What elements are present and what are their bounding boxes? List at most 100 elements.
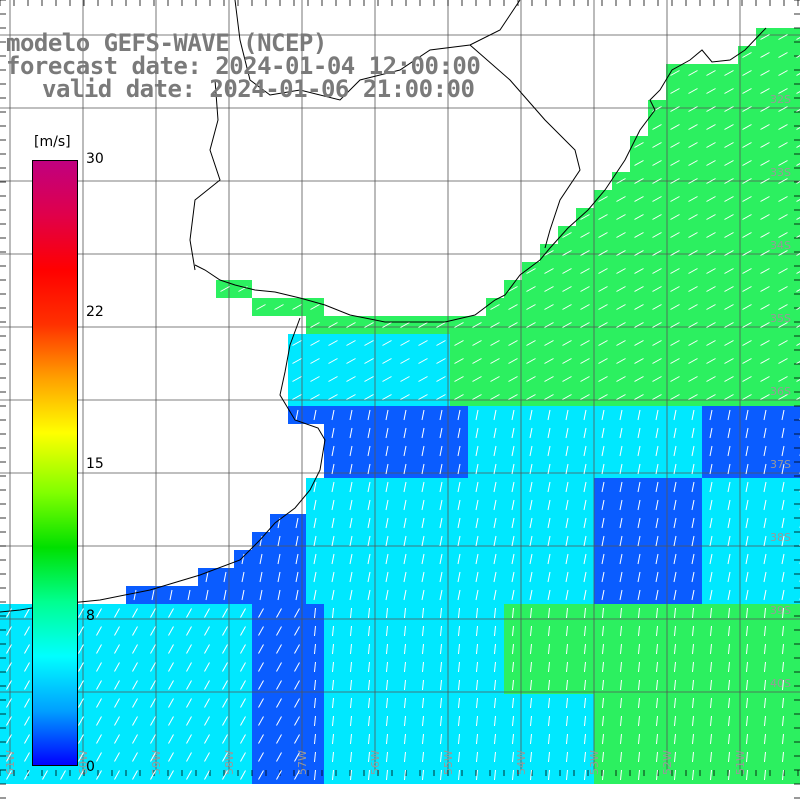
- wind-arrow: [565, 517, 569, 529]
- wind-arrow: [454, 340, 464, 346]
- wind-arrow: [276, 698, 282, 708]
- wind-arrow: [691, 535, 695, 547]
- wind-arrow: [778, 376, 788, 382]
- wind-arrow: [96, 644, 102, 654]
- wind-arrow: [530, 661, 532, 673]
- wind-arrow: [691, 499, 695, 511]
- wind-arrow: [728, 679, 730, 691]
- wind-arrow: [186, 770, 192, 780]
- wind-arrow: [745, 589, 749, 601]
- wind-arrow: [529, 427, 533, 439]
- wind-arrow: [760, 34, 770, 40]
- wind-arrow: [386, 751, 388, 763]
- wind-arrow: [616, 322, 626, 328]
- wind-arrow: [364, 322, 374, 328]
- wind-arrow: [331, 427, 335, 439]
- wind-arrow: [404, 679, 406, 691]
- wind-arrow: [764, 643, 766, 655]
- wind-arrow: [796, 72, 800, 76]
- wind-arrow: [688, 268, 698, 274]
- wind-speed-cell: [792, 730, 800, 748]
- wind-arrow: [778, 178, 788, 184]
- wind-arrow: [476, 643, 478, 655]
- wind-arrow: [493, 571, 497, 583]
- wind-arrow: [508, 322, 518, 328]
- wind-arrow: [706, 304, 716, 310]
- wind-arrow: [276, 626, 282, 636]
- wind-arrow: [778, 52, 788, 58]
- wind-arrow: [583, 553, 587, 565]
- wind-arrow: [6, 644, 12, 654]
- wind-arrow: [781, 553, 785, 565]
- wind-arrow: [422, 751, 424, 763]
- wind-arrow: [544, 286, 554, 292]
- wind-arrow: [742, 304, 752, 310]
- wind-arrow: [276, 734, 282, 744]
- wind-arrow: [706, 70, 716, 76]
- wind-arrow: [328, 376, 338, 382]
- wind-arrow: [760, 304, 770, 310]
- wind-arrow: [404, 625, 406, 637]
- wind-arrow: [367, 481, 371, 493]
- wind-arrow: [778, 340, 788, 346]
- wind-arrow: [400, 394, 410, 400]
- wind-arrow: [349, 553, 353, 565]
- wind-arrow: [616, 358, 626, 364]
- wind-arrow: [295, 553, 299, 565]
- wind-arrow: [511, 427, 515, 439]
- wind-arrow: [385, 571, 389, 583]
- wind-arrow: [511, 517, 515, 529]
- wind-arrow: [655, 535, 659, 547]
- wind-arrow: [512, 625, 514, 637]
- wind-arrow: [150, 770, 156, 780]
- wind-arrow: [168, 680, 174, 690]
- wind-arrow: [728, 625, 730, 637]
- wind-arrow: [706, 178, 716, 184]
- wind-arrow: [706, 394, 716, 400]
- wind-arrow: [204, 662, 210, 672]
- wind-arrow: [258, 770, 264, 780]
- wind-arrow: [222, 770, 228, 780]
- wind-arrow: [314, 607, 316, 619]
- wind-arrow: [313, 535, 317, 547]
- wind-arrow: [728, 661, 730, 673]
- wind-arrow: [688, 214, 698, 220]
- wind-arrow: [673, 499, 677, 511]
- longitude-label: 56W: [369, 750, 382, 775]
- wind-arrow: [494, 733, 496, 745]
- wind-arrow: [547, 517, 551, 529]
- wind-arrow: [634, 358, 644, 364]
- wind-arrow: [706, 88, 716, 94]
- wind-arrow: [760, 52, 770, 58]
- wind-arrow: [544, 322, 554, 328]
- wind-arrow: [746, 643, 748, 655]
- wind-arrow: [674, 733, 676, 745]
- wind-arrow: [349, 571, 353, 583]
- wind-arrow: [742, 178, 752, 184]
- wind-arrow: [511, 463, 515, 475]
- wind-arrow: [652, 268, 662, 274]
- wind-arrow: [440, 715, 442, 727]
- wind-arrow: [457, 427, 461, 439]
- wind-arrow: [544, 376, 554, 382]
- wind-arrow: [530, 715, 532, 727]
- wind-arrow: [421, 499, 425, 511]
- wind-arrow: [421, 517, 425, 529]
- wind-arrow: [583, 499, 587, 511]
- wind-arrow: [364, 376, 374, 382]
- wind-arrow: [294, 770, 300, 780]
- wind-arrow: [602, 643, 604, 655]
- wind-arrow: [584, 751, 586, 763]
- wind-arrow: [710, 643, 712, 655]
- wind-arrow: [688, 322, 698, 328]
- wind-arrow: [78, 644, 84, 654]
- wind-arrow: [440, 697, 442, 709]
- latitude-label: 32S: [770, 93, 791, 106]
- wind-arrow: [782, 625, 784, 637]
- wind-arrow: [724, 196, 734, 202]
- wind-arrow: [422, 643, 424, 655]
- wind-arrow: [778, 268, 788, 274]
- wind-arrow: [692, 733, 694, 745]
- wind-arrow: [403, 535, 407, 547]
- title-forecast-date: forecast date: 2024-01-04 12:00:00: [6, 52, 481, 80]
